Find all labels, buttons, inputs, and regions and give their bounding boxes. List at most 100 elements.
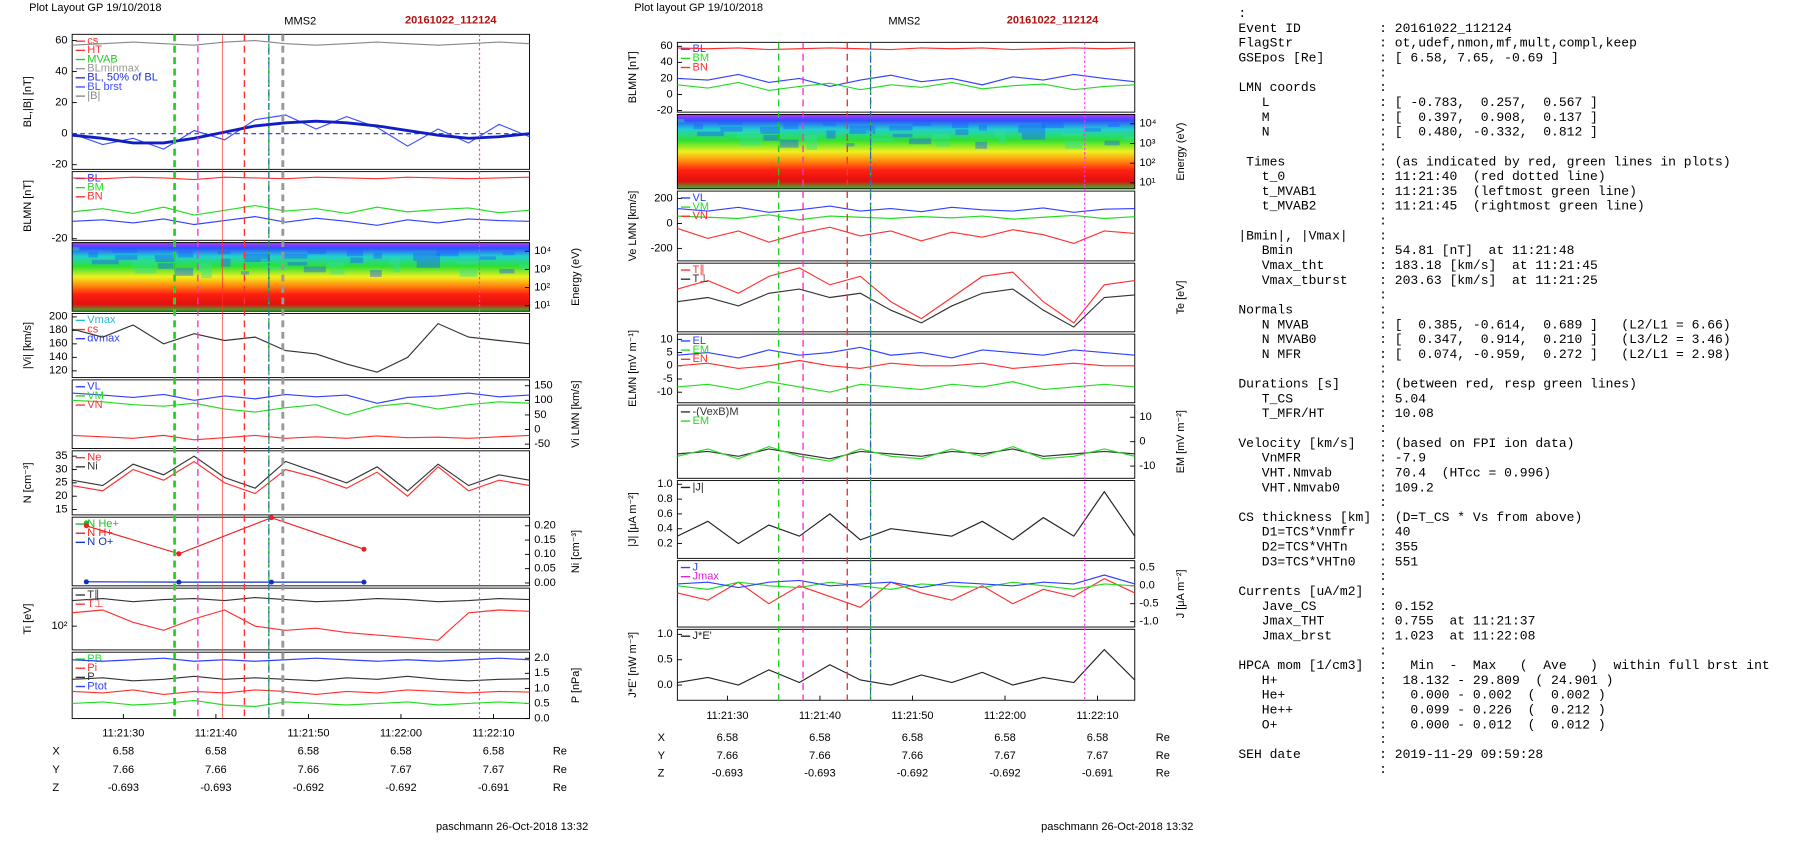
- series-line: [677, 346, 1135, 359]
- spectrogram: [72, 242, 530, 312]
- plot-header: Plot Layout GP 19/10/2018: [29, 2, 161, 14]
- legend-label: BM: [87, 182, 104, 194]
- plot-title: MMS2: [284, 16, 316, 28]
- series-line: [677, 47, 1135, 51]
- spectrogram-texture: [740, 139, 762, 146]
- x-tick-label: 11:21:40: [195, 727, 237, 739]
- panel: 0.00 0.05 0.10 0.15 0.20 Ni [cm⁻³] N He+N H+N …: [71, 515, 582, 589]
- y-tick-label: 0: [534, 423, 540, 435]
- summary-label: L: [1238, 95, 1269, 110]
- spectrogram-texture: [849, 125, 876, 134]
- series-line: [72, 597, 530, 603]
- y-tick-label: -20: [657, 104, 673, 116]
- series-line: [72, 609, 530, 641]
- spectrogram-texture: [955, 129, 969, 136]
- spectrogram-texture: [869, 138, 894, 142]
- legend-label: T⊥: [693, 273, 709, 285]
- summary-value: :: [1379, 140, 1387, 155]
- panel-frame: [71, 651, 531, 720]
- spectrogram-texture: [389, 257, 401, 266]
- summary-value: : [ 0.074, -0.959, 0.272 ] (L2/L1 = 2.98…: [1379, 347, 1730, 362]
- summary-value: : Min - Max ( Ave ) within full brst int: [1379, 658, 1770, 673]
- series-line: [677, 359, 1135, 370]
- summary-value: :: [1379, 228, 1387, 243]
- ephemeris-value: 7.66: [298, 764, 320, 776]
- event-id: 20161022_112124: [1007, 15, 1099, 27]
- y-tick-label: 0.05: [534, 563, 556, 575]
- spectrogram-texture: [260, 258, 268, 264]
- legend-label: EM: [693, 415, 710, 427]
- ephemeris-value: 6.58: [205, 746, 227, 758]
- summary-value: : 2019-11-29 09:59:28: [1379, 747, 1543, 762]
- ephemeris-value: -0.693: [804, 767, 835, 779]
- ephemeris-value: -0.692: [989, 767, 1020, 779]
- y-axis-label: BLMN [nT]: [22, 180, 34, 232]
- ephemeris-value: 6.58: [298, 746, 320, 758]
- legend-label: BL brst: [87, 81, 122, 93]
- spectrogram-texture: [283, 254, 308, 259]
- summary-value: : [ 0.347, 0.914, 0.210 ] (L3/L2 = 3.46): [1379, 332, 1730, 347]
- ephemeris-value: 7.66: [809, 750, 831, 762]
- spectrogram-texture: [91, 259, 119, 265]
- summary-label: t_MVAB1: [1238, 184, 1316, 199]
- y-tick-label: 15: [55, 504, 67, 516]
- y-tick-label: 10: [1139, 411, 1151, 423]
- legend-label: N H+: [87, 527, 112, 539]
- summary-label: Currents [uA/m2]: [1238, 584, 1363, 599]
- panel: 10¹ 10² 10³ 10⁴ Energy (eV): [676, 113, 1187, 190]
- y-tick-label: 40: [55, 66, 67, 78]
- spectrogram-texture: [287, 262, 308, 266]
- y-tick-label: 0.6: [657, 508, 672, 520]
- panel: 0.2 0.4 0.6 0.8 1.0 |J| [μA m⁻²] |J|: [627, 478, 1136, 559]
- series-line: [72, 216, 530, 226]
- ephemeris-unit: Re: [1156, 750, 1170, 762]
- y-tick-label: 180: [49, 324, 67, 336]
- summary-value: : 109.2: [1379, 480, 1434, 495]
- spectrogram-texture: [370, 270, 382, 277]
- spectrogram-texture: [416, 260, 440, 268]
- y-axis-label: BLMN [nT]: [627, 51, 639, 103]
- series-line: [72, 689, 530, 696]
- legend-label: VM: [693, 201, 710, 213]
- summary-value: : -7.9: [1379, 451, 1426, 466]
- ephemeris-label: X: [658, 732, 666, 744]
- legend-label: MVAB: [87, 53, 117, 65]
- y-tick-label: 0: [667, 88, 673, 100]
- x-tick-label: 11:22:00: [984, 710, 1026, 722]
- summary-label: Vmax_tht: [1238, 258, 1324, 273]
- y-tick-label: -20: [52, 159, 68, 171]
- y-tick-label: 140: [49, 351, 67, 363]
- y-tick-label: 10³: [534, 263, 550, 275]
- spectrogram-texture: [693, 123, 703, 130]
- y-axis-label: ELMN [mV m⁻¹]: [627, 330, 639, 407]
- x-tick-label: 11:21:40: [799, 710, 841, 722]
- y-tick-label: 35: [55, 450, 67, 462]
- summary-label: N MFR: [1238, 347, 1301, 362]
- summary-label: Jmax_THT: [1238, 614, 1324, 629]
- summary-value: : 11:21:35 (leftmost green line): [1379, 184, 1637, 199]
- x-tick-label: 11:22:10: [472, 727, 514, 739]
- y-tick-label: 1.0: [657, 628, 672, 640]
- summary-value: : 18.132 - 29.809 ( 24.901 ): [1379, 673, 1613, 688]
- panel: 10¹ 10² 10³ 10⁴ Energy (eV): [71, 242, 582, 312]
- series-line: [677, 267, 1135, 324]
- data-point: [83, 579, 89, 585]
- series-line: [677, 288, 1135, 328]
- ephemeris-value: 7.66: [205, 764, 227, 776]
- summary-label: :: [1238, 6, 1246, 21]
- y-tick-label: 0: [61, 128, 67, 140]
- series-line: [677, 226, 1135, 245]
- legend-label: N He+: [87, 518, 119, 530]
- legend-label: J*E': [693, 630, 712, 642]
- ephemeris-value: 6.58: [390, 746, 412, 758]
- spectrogram-texture: [935, 141, 950, 147]
- ephemeris-value: 7.67: [483, 764, 505, 776]
- spectrogram-texture: [908, 138, 932, 145]
- x-tick-label: 11:21:30: [102, 727, 144, 739]
- y-tick-label: -10: [657, 386, 673, 398]
- y-tick-label: 0.5: [1139, 562, 1154, 574]
- spectrogram-texture: [244, 254, 271, 263]
